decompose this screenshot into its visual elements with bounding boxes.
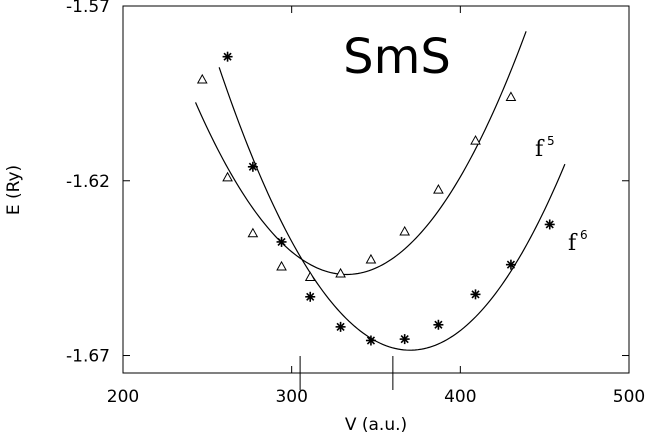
data-point-f5-5 [304,271,316,281]
data-point-f6-8-stroke-4 [434,320,443,329]
data-markers [196,51,555,346]
data-point-f6-7 [399,334,410,345]
data-point-f6-8 [433,319,444,330]
axis-ticks [123,6,629,390]
data-point-f6-11 [544,219,555,230]
data-point-f6-9-stroke-4 [471,290,480,299]
data-point-f6-2-stroke-4 [248,162,257,171]
data-point-f5-10 [470,135,481,145]
y-tick-label--1.62: -1.62 [66,172,110,192]
data-point-f6-10-stroke-4 [506,260,516,269]
data-point-f6-6 [365,335,376,346]
x-tick-label-500: 500 [613,387,645,407]
y-tick-label--1.57: -1.57 [66,0,110,17]
y-tick-label--1.67: -1.67 [66,347,110,367]
data-point-f6-4 [305,291,316,302]
data-point-f6-1-stroke-4 [223,52,232,61]
data-point-f5-6 [335,267,346,278]
data-point-f6-3 [276,236,287,247]
data-point-f6-10 [505,259,516,270]
series-label-f5: f 5 [535,134,555,162]
plot-frame [122,5,630,374]
data-point-f6-6-stroke-4 [366,336,376,345]
data-point-f5-9 [433,183,444,194]
x-axis-label: V (a.u.) [345,415,407,435]
data-point-f6-3-stroke-4 [277,237,286,247]
data-point-f5-11 [505,91,517,101]
data-point-f6-4-stroke-4 [306,292,315,301]
x-tick-label-200: 200 [107,387,139,407]
data-point-f5-4 [276,260,287,271]
series-label-f6: f 6 [568,228,588,256]
series-label-f5-base: f [535,137,545,162]
data-point-f6-1 [222,51,233,62]
data-point-f6-9 [470,289,481,300]
data-point-f5-8 [399,225,411,236]
fit-curve-f5 [194,31,527,276]
data-point-f6-7-stroke-4 [400,334,409,344]
data-point-f5-7 [365,253,377,264]
series-label-f6-base: f [568,231,578,256]
fit-curve-f6 [218,67,566,351]
data-point-f5-3 [247,227,259,238]
chart-title: SmS [343,29,451,85]
fit-curves [194,31,566,351]
data-point-f6-5-stroke-4 [336,322,345,331]
data-point-f6-2 [247,161,258,172]
data-point-f6-5 [335,321,346,332]
data-point-f5-1 [196,73,208,84]
x-tick-label-300: 300 [275,387,307,407]
data-point-f6-11-stroke-4 [545,220,554,229]
tick-labels: 200 300 400 500 -1.57 -1.62 -1.67 [66,0,645,407]
series-label-f5-superscript: 5 [547,134,555,148]
data-point-f5-2 [222,171,233,182]
y-axis-label: E (Ry) [4,165,24,215]
series-label-f6-superscript: 6 [580,228,588,242]
x-tick-label-400: 400 [444,387,476,407]
